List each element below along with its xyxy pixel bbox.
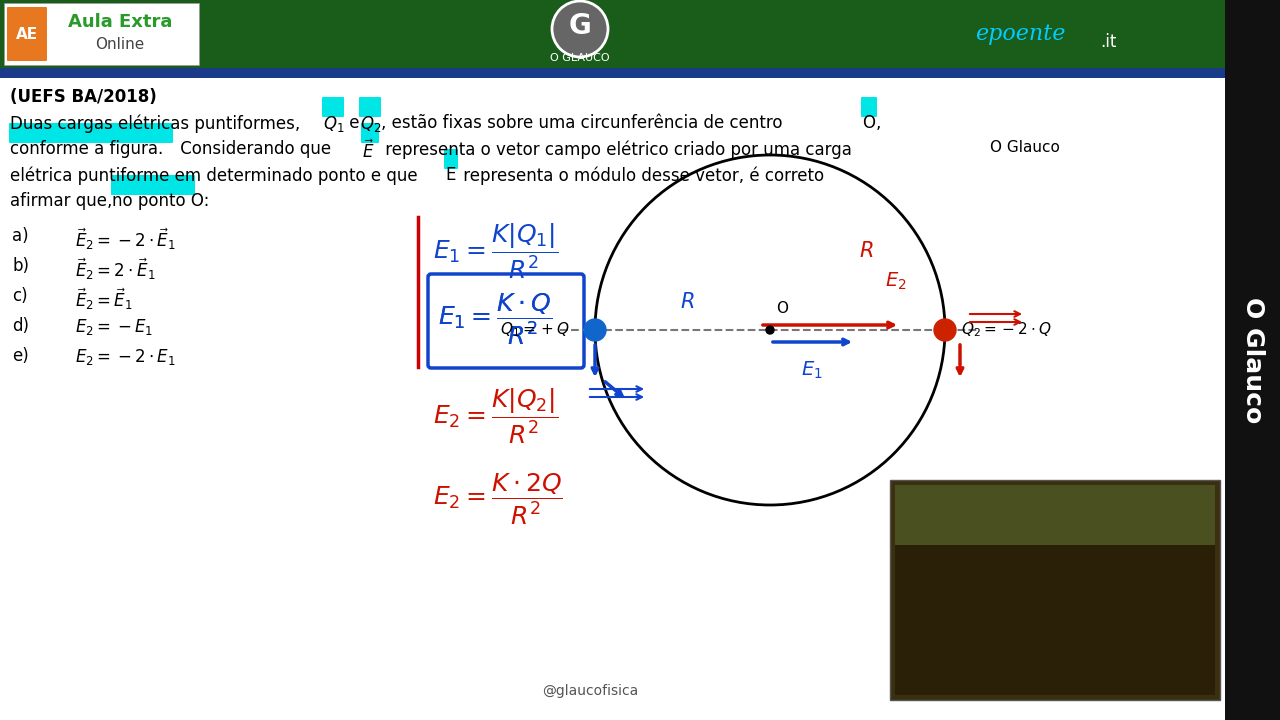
FancyBboxPatch shape: [323, 97, 344, 117]
Circle shape: [552, 1, 608, 57]
Text: , estão fixas sobre uma circunferência de centro: , estão fixas sobre uma circunferência d…: [381, 114, 787, 132]
Text: d): d): [12, 317, 29, 335]
Text: representa o módulo desse vetor, é correto: representa o módulo desse vetor, é corre…: [458, 166, 824, 184]
Circle shape: [765, 326, 774, 334]
Text: O Glauco: O Glauco: [1240, 297, 1265, 423]
Text: $E_2 = \dfrac{K|Q_2|}{R^2}$: $E_2 = \dfrac{K|Q_2|}{R^2}$: [433, 387, 558, 446]
Text: e): e): [12, 347, 28, 365]
Text: no ponto O:: no ponto O:: [113, 192, 210, 210]
Circle shape: [584, 319, 605, 341]
Bar: [895, 485, 1215, 695]
Text: $Q_2$: $Q_2$: [360, 114, 381, 134]
Text: $\vec{E}_2 = -2 \cdot \vec{E}_1$: $\vec{E}_2 = -2 \cdot \vec{E}_1$: [76, 227, 175, 253]
Bar: [1225, 0, 1280, 720]
Text: G: G: [568, 12, 591, 40]
Text: $Q_1 = +Q$: $Q_1 = +Q$: [500, 320, 570, 339]
Bar: [0, 68, 1225, 78]
Text: $E_1$: $E_1$: [801, 360, 823, 382]
Bar: [895, 485, 1215, 545]
FancyBboxPatch shape: [428, 274, 584, 368]
Circle shape: [934, 319, 956, 341]
FancyBboxPatch shape: [358, 97, 381, 117]
FancyBboxPatch shape: [444, 149, 458, 169]
Text: ,: ,: [876, 114, 882, 132]
Text: $E_1 = \dfrac{K \cdot Q}{R^2}$: $E_1 = \dfrac{K \cdot Q}{R^2}$: [438, 292, 552, 347]
Text: (UEFS BA/2018): (UEFS BA/2018): [10, 88, 156, 106]
Text: $E_2 = \dfrac{K \cdot 2Q}{R^2}$: $E_2 = \dfrac{K \cdot 2Q}{R^2}$: [433, 472, 563, 527]
Text: afirmar que,: afirmar que,: [10, 192, 118, 210]
FancyBboxPatch shape: [9, 123, 173, 143]
Text: e: e: [344, 114, 365, 132]
Text: AE: AE: [15, 27, 38, 42]
Text: $Q_1$: $Q_1$: [323, 114, 344, 134]
Text: c): c): [12, 287, 28, 305]
Bar: [890, 480, 1220, 700]
Text: O GLAUCO: O GLAUCO: [550, 53, 609, 63]
Text: $E_1 = \dfrac{K \cdot Q}{R^2}$: $E_1 = \dfrac{K \cdot Q}{R^2}$: [438, 292, 552, 347]
Text: @glaucofisica: @glaucofisica: [541, 684, 639, 698]
FancyBboxPatch shape: [6, 7, 47, 61]
Text: representa o vetor campo elétrico criado por uma carga: representa o vetor campo elétrico criado…: [380, 140, 852, 158]
Text: O Glauco: O Glauco: [989, 140, 1060, 155]
Bar: [4, 3, 198, 65]
Text: elétrica puntiforme em determinado ponto e que: elétrica puntiforme em determinado ponto…: [10, 166, 422, 184]
Text: $E_2 = -2 \cdot E_1$: $E_2 = -2 \cdot E_1$: [76, 347, 175, 367]
Text: Duas cargas elétricas puntiformes,: Duas cargas elétricas puntiformes,: [10, 114, 306, 132]
Text: Online: Online: [96, 37, 145, 52]
Text: R: R: [680, 292, 695, 312]
Text: b): b): [12, 257, 29, 275]
Text: R: R: [859, 241, 873, 261]
Text: $\vec{E}$: $\vec{E}$: [362, 140, 375, 163]
Text: $E_2 = -E_1$: $E_2 = -E_1$: [76, 317, 154, 337]
Text: $\vec{E}_2 = 2 \cdot \vec{E}_1$: $\vec{E}_2 = 2 \cdot \vec{E}_1$: [76, 257, 155, 282]
Text: $E_2$: $E_2$: [886, 270, 906, 292]
Text: $\vec{E}_2 = \vec{E}_1$: $\vec{E}_2 = \vec{E}_1$: [76, 287, 133, 312]
Bar: [0, 78, 1225, 720]
FancyBboxPatch shape: [861, 97, 877, 117]
Text: $Q_2 = -2 \cdot Q$: $Q_2 = -2 \cdot Q$: [961, 320, 1052, 339]
Text: a): a): [12, 227, 28, 245]
Text: O: O: [861, 114, 876, 132]
Bar: [0, 0, 1225, 68]
FancyBboxPatch shape: [111, 175, 195, 195]
Text: E: E: [445, 166, 456, 184]
Text: O: O: [776, 301, 788, 316]
Text: Aula Extra: Aula Extra: [68, 13, 173, 31]
Text: epoente: epoente: [975, 23, 1065, 45]
Text: Considerando que: Considerando que: [175, 140, 337, 158]
Text: conforme a figura.: conforme a figura.: [10, 140, 164, 158]
Text: .it: .it: [1100, 33, 1116, 51]
FancyBboxPatch shape: [361, 123, 379, 143]
Text: $E_1 = \dfrac{K|Q_1|}{R^2}$: $E_1 = \dfrac{K|Q_1|}{R^2}$: [433, 222, 558, 282]
